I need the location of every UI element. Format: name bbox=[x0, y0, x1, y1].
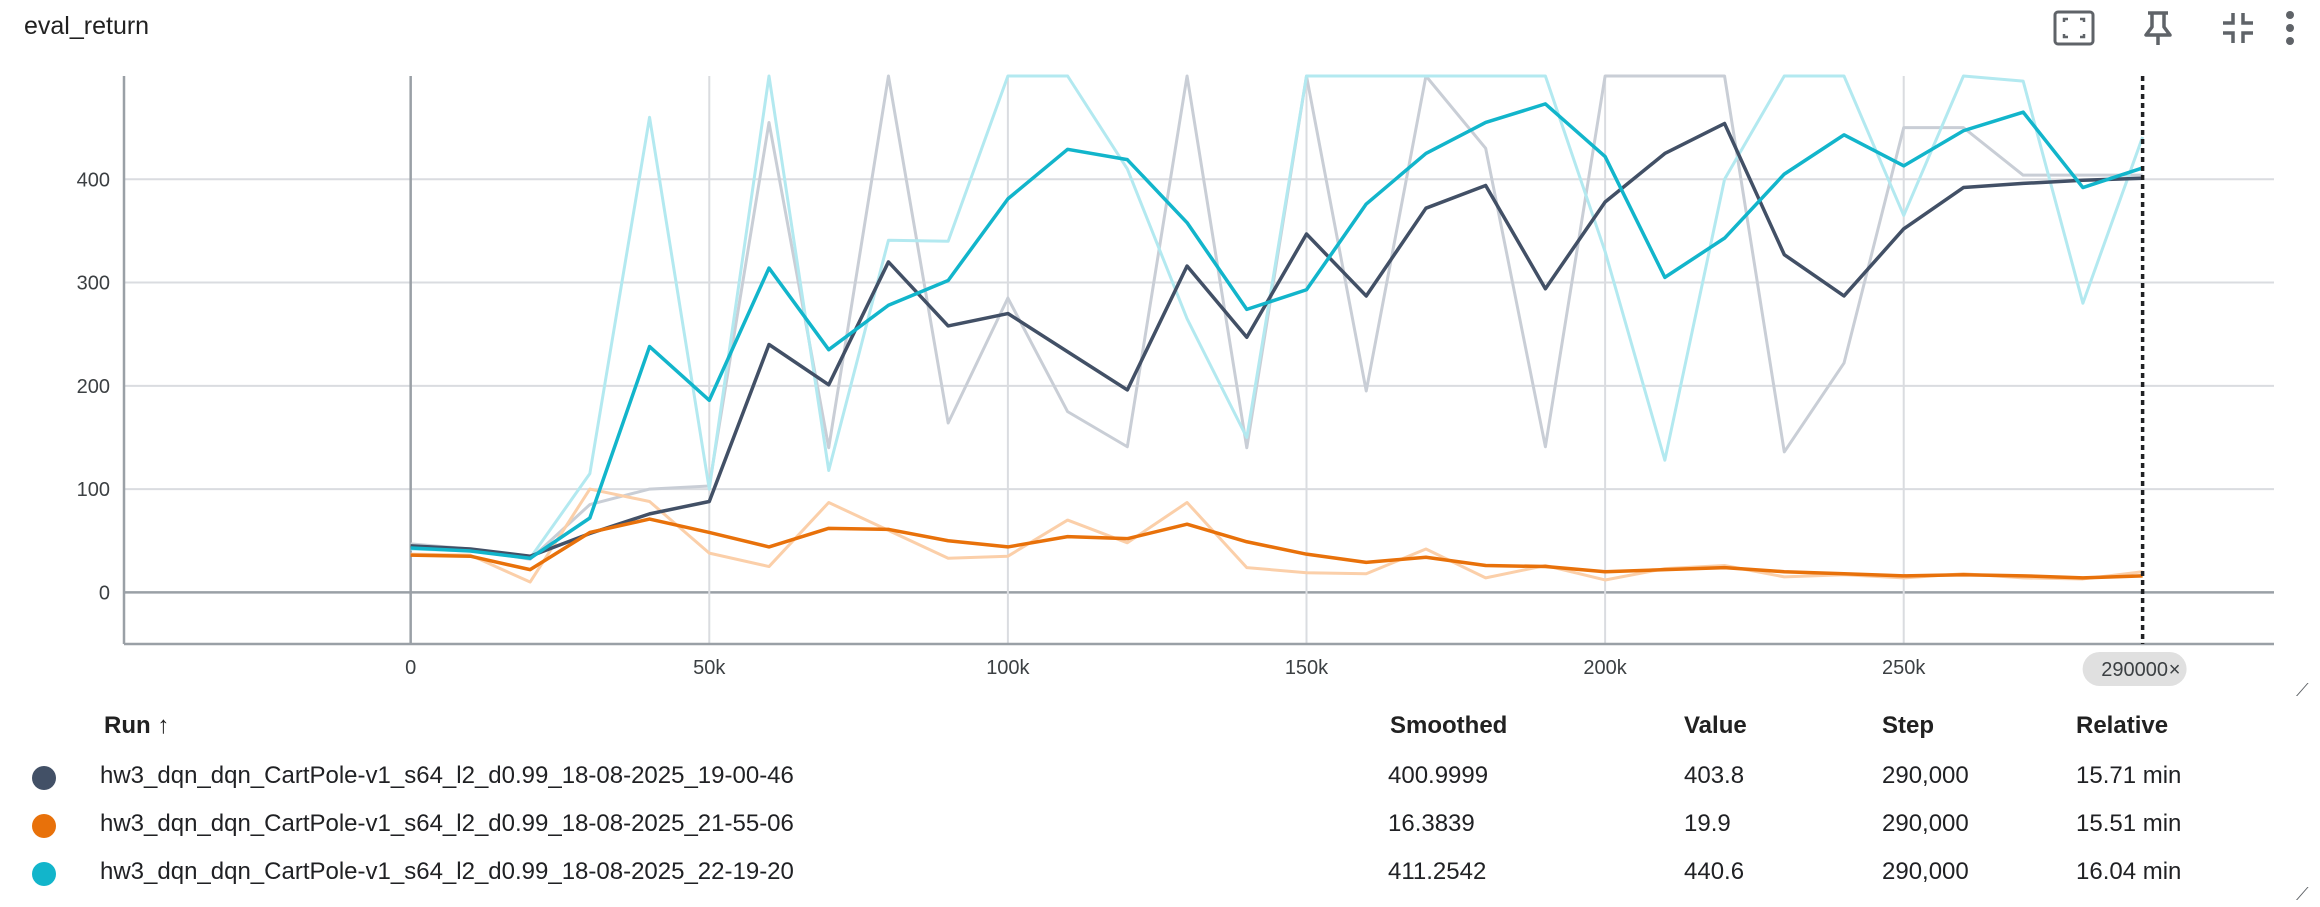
x-tick-label: 150k bbox=[1285, 657, 1329, 679]
collapse-button[interactable] bbox=[2214, 6, 2262, 50]
y-tick-label: 100 bbox=[77, 479, 110, 501]
axes: 0 100 200 300 400 0 50k 100k 150k 200k 250k bbox=[77, 76, 2274, 679]
column-header-step[interactable]: Step bbox=[1882, 712, 1935, 739]
pin-icon bbox=[2144, 11, 2172, 45]
raw-series-line bbox=[410, 74, 2143, 561]
y-tick-label: 300 bbox=[77, 273, 110, 295]
table-row[interactable]: hw3_dqn_dqn_CartPole-v1_s64_l2_d0.99_18-… bbox=[0, 848, 2320, 896]
step-value: 290,000 bbox=[1882, 858, 1969, 885]
cursor-step-label: 290000 bbox=[2101, 659, 2168, 681]
raw-value: 19.9 bbox=[1684, 810, 1731, 837]
run-color-dot bbox=[32, 814, 56, 838]
x-tick-label: 100k bbox=[986, 657, 1030, 679]
close-icon[interactable]: × bbox=[2169, 659, 2181, 681]
more-options-button[interactable] bbox=[2266, 6, 2314, 50]
step-cursor[interactable]: 290000 × bbox=[2082, 76, 2187, 686]
x-tick-label: 0 bbox=[405, 657, 416, 679]
relative-time: 16.04 min bbox=[2076, 858, 2182, 885]
column-header-smoothed[interactable]: Smoothed bbox=[1390, 712, 1508, 739]
smoothed-value: 16.3839 bbox=[1388, 810, 1475, 837]
relative-time: 15.51 min bbox=[2076, 810, 2182, 837]
run-name: hw3_dqn_dqn_CartPole-v1_s64_l2_d0.99_18-… bbox=[100, 858, 794, 885]
pin-button[interactable] bbox=[2134, 6, 2182, 50]
smoothed-value: 400.9999 bbox=[1388, 762, 1489, 789]
fit-to-screen-button[interactable] bbox=[2050, 6, 2098, 50]
column-header-relative[interactable]: Relative bbox=[2076, 712, 2169, 739]
smoothed-series-line bbox=[410, 121, 2143, 558]
y-tick-label: 0 bbox=[99, 582, 110, 604]
collapse-icon bbox=[2223, 13, 2253, 43]
raw-series-line bbox=[410, 74, 2145, 560]
raw-series-line bbox=[410, 487, 2143, 584]
more-vert-icon bbox=[2286, 11, 2294, 45]
x-tick-label: 200k bbox=[1583, 657, 1627, 679]
column-header-run[interactable]: Run ↑ bbox=[104, 712, 170, 739]
column-header-value[interactable]: Value bbox=[1684, 712, 1747, 739]
smoothed-value: 411.2542 bbox=[1388, 858, 1487, 885]
card-toolbar bbox=[2020, 0, 2320, 56]
table-resize-handle[interactable]: ⟋ bbox=[2296, 884, 2309, 904]
step-value: 290,000 bbox=[1882, 810, 1969, 837]
smoothed-series-line bbox=[410, 517, 2143, 580]
step-value: 290,000 bbox=[1882, 762, 1969, 789]
relative-time: 15.71 min bbox=[2076, 762, 2182, 789]
raw-value: 440.6 bbox=[1684, 858, 1745, 885]
raw-series-lines bbox=[410, 74, 2145, 584]
line-chart[interactable]: 0 100 200 300 400 0 50k 100k 150k 200k 250k 290000… bbox=[0, 60, 2320, 700]
y-tick-label: 400 bbox=[77, 169, 110, 191]
run-color-dot bbox=[32, 862, 56, 886]
chart-title: eval_return bbox=[24, 12, 150, 40]
run-name: hw3_dqn_dqn_CartPole-v1_s64_l2_d0.99_18-… bbox=[100, 762, 794, 789]
smoothed-series-lines bbox=[410, 102, 2144, 580]
raw-value: 403.8 bbox=[1684, 762, 1745, 789]
chart-resize-handle[interactable]: ⟋ bbox=[2296, 680, 2309, 700]
smoothed-series-line bbox=[410, 102, 2144, 561]
cursor-step-chip bbox=[2082, 652, 2187, 686]
table-row[interactable]: hw3_dqn_dqn_CartPole-v1_s64_l2_d0.99_18-… bbox=[0, 800, 2320, 848]
x-tick-label: 250k bbox=[1882, 657, 1926, 679]
table-row[interactable]: hw3_dqn_dqn_CartPole-v1_s64_l2_d0.99_18-… bbox=[0, 752, 2320, 800]
grid-lines bbox=[124, 76, 2274, 644]
y-tick-label: 200 bbox=[77, 376, 110, 398]
run-name: hw3_dqn_dqn_CartPole-v1_s64_l2_d0.99_18-… bbox=[100, 810, 794, 837]
x-tick-label: 50k bbox=[693, 657, 726, 679]
fit-to-screen-icon bbox=[2053, 10, 2095, 46]
run-color-dot bbox=[32, 766, 56, 790]
